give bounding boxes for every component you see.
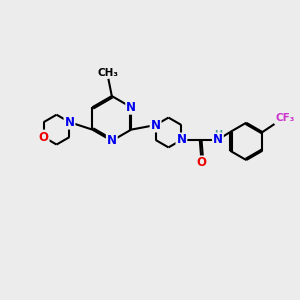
Text: N: N — [151, 118, 160, 131]
Text: N: N — [107, 134, 117, 147]
Text: N: N — [176, 134, 186, 146]
Text: N: N — [213, 134, 223, 146]
Text: O: O — [196, 156, 206, 170]
Text: CH₃: CH₃ — [98, 68, 119, 77]
Text: O: O — [39, 130, 49, 144]
Text: N: N — [64, 116, 74, 129]
Text: CF₃: CF₃ — [276, 112, 295, 123]
Text: N: N — [126, 101, 136, 114]
Text: H: H — [214, 130, 222, 140]
